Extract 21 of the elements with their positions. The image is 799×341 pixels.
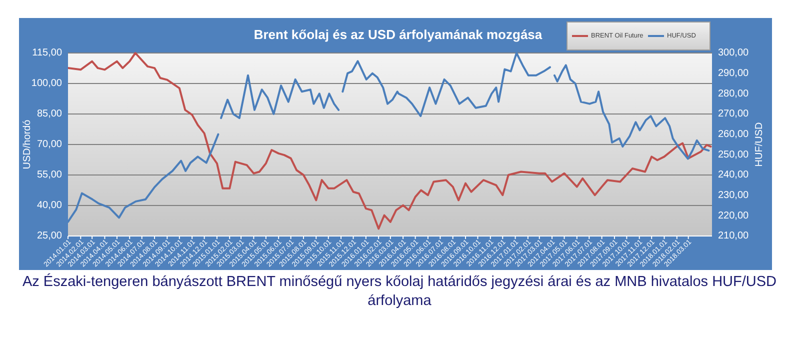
y-tick-label: 70,00 — [36, 139, 62, 150]
chart-title: Brent kőolaj és az USD árfolyamának mozgása — [254, 27, 543, 42]
y2-tick-label: 300,00 — [718, 48, 750, 59]
y-tick-label: 100,00 — [31, 78, 62, 90]
y2-tick-label: 260,00 — [718, 128, 750, 140]
y2-axis-title: HUF/USD — [754, 122, 765, 167]
y-tick-label: 115,00 — [32, 48, 62, 59]
y-tick-label: 25,00 — [36, 230, 62, 242]
y2-tick-label: 230,00 — [718, 190, 750, 201]
y2-tick-label: 250,00 — [718, 149, 750, 160]
y-tick-label: 55,00 — [36, 170, 62, 181]
y-tick-label: 85,00 — [36, 108, 62, 120]
y2-tick-label: 280,00 — [718, 88, 750, 100]
y2-tick-label: 270,00 — [718, 108, 750, 120]
y2-tick-label: 220,00 — [718, 210, 750, 222]
y2-tick-label: 290,00 — [718, 68, 750, 79]
y2-tick-label: 210,00 — [718, 230, 750, 242]
y-axis-title: USD/hordó — [22, 119, 33, 170]
text: Az Északi-tengeren bányászott BRENT minőségű nyers kőolaj határidős jegyzési árai és az MNB hivatalos HUF/USD árfolyama — [21, 273, 778, 311]
y2-tick-label: 240,00 — [718, 170, 750, 181]
y-tick-label: 40,00 — [36, 200, 62, 212]
